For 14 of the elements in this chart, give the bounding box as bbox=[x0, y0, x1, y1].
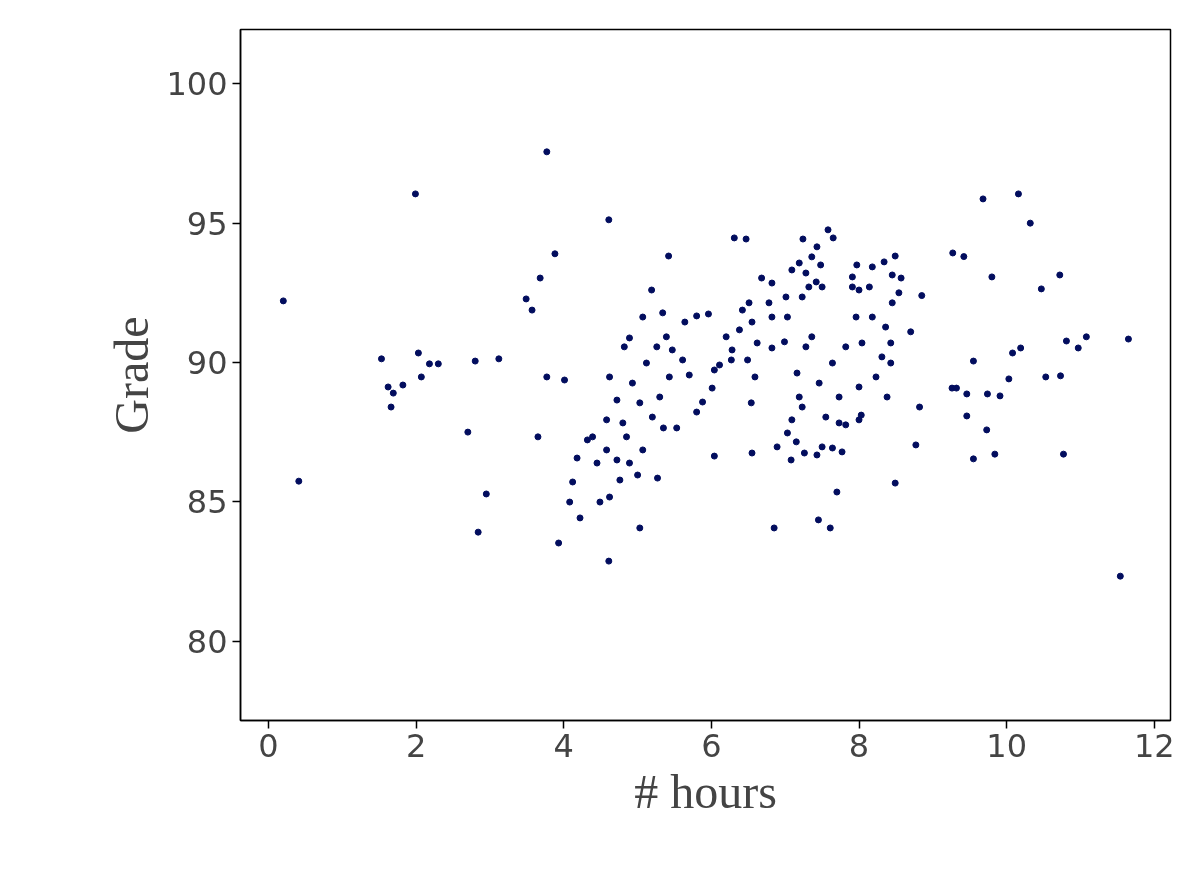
y-tick-label: 95 bbox=[186, 204, 228, 243]
y-tick-label: 80 bbox=[186, 622, 228, 661]
x-axis-title: # hours bbox=[634, 764, 777, 818]
y-tick-label: 85 bbox=[186, 483, 228, 522]
x-tick-label: 12 bbox=[1133, 726, 1175, 765]
y-axis-title: Grade bbox=[105, 316, 159, 434]
x-tick-label: 6 bbox=[701, 726, 722, 765]
x-tick-label: 8 bbox=[848, 726, 870, 765]
y-tick-label: 100 bbox=[166, 65, 228, 104]
y-tick-label: 90 bbox=[186, 343, 228, 382]
x-tick-label: 0 bbox=[258, 726, 279, 765]
x-tick-label: 10 bbox=[986, 726, 1027, 765]
x-tick-label: 2 bbox=[405, 726, 427, 765]
x-tick-label: 4 bbox=[553, 726, 574, 765]
